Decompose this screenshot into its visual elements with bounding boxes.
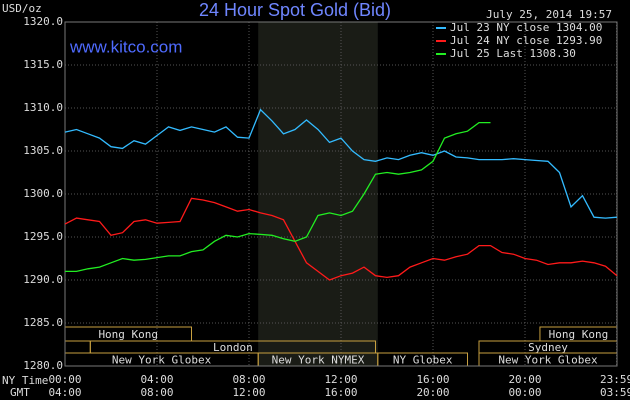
session-label: New York NYMEX <box>272 354 365 367</box>
chart-title: 24 Hour Spot Gold (Bid) <box>199 0 391 20</box>
series-line <box>65 121 491 273</box>
x2-axis-label: GMT <box>10 386 30 399</box>
x2-tick-label: 08:00 <box>140 386 173 399</box>
y-tick-label: 1305.0 <box>23 144 63 157</box>
x-tick-label: 20:00 <box>508 373 541 386</box>
y-tick-label: 1300.0 <box>23 187 63 200</box>
y-axis-label: USD/oz <box>2 2 42 15</box>
x-tick-label: 04:00 <box>140 373 173 386</box>
x-tick-label: 23:59 <box>600 373 630 386</box>
series-line <box>64 197 618 281</box>
x-tick-label: 16:00 <box>416 373 449 386</box>
session-label: London <box>213 341 253 354</box>
y-tick-label: 1295.0 <box>23 230 63 243</box>
y-tick-label: 1315.0 <box>23 58 63 71</box>
x2-tick-label: 16:00 <box>324 386 357 399</box>
timestamp: July 25, 2014 19:57 <box>486 8 612 21</box>
y-tick-label: 1285.0 <box>23 316 63 329</box>
session-label: Sydney <box>528 341 568 354</box>
legend-label: Jul 23 NY close 1304.00 <box>450 21 602 34</box>
x2-tick-label: 00:00 <box>508 386 541 399</box>
session-label: New York Globex <box>112 354 212 367</box>
x-axis-label: NY Time <box>2 374 48 387</box>
x2-tick-label: 04:00 <box>48 386 81 399</box>
x2-tick-label: 03:59 <box>600 386 630 399</box>
y-tick-label: 1320.0 <box>23 15 63 28</box>
x2-tick-label: 20:00 <box>416 386 449 399</box>
x2-tick-label: 12:00 <box>232 386 265 399</box>
y-tick-label: 1280.0 <box>23 359 63 372</box>
session-label: Hong Kong <box>98 328 158 341</box>
plot-frame <box>64 21 618 367</box>
y-tick-label: 1290.0 <box>23 273 63 286</box>
x-tick-label: 12:00 <box>324 373 357 386</box>
session-label: NY Globex <box>393 354 453 367</box>
series-line <box>64 108 618 219</box>
watermark: www.kitco.com <box>69 37 182 56</box>
session-label: New York Globex <box>498 354 598 367</box>
legend-label: Jul 24 NY close 1293.90 <box>450 34 602 47</box>
y-tick-label: 1310.0 <box>23 101 63 114</box>
legend-label: Jul 25 Last 1308.30 <box>450 47 576 60</box>
x-tick-label: 08:00 <box>232 373 265 386</box>
session-label: Hong Kong <box>549 328 609 341</box>
x-tick-label: 00:00 <box>48 373 81 386</box>
